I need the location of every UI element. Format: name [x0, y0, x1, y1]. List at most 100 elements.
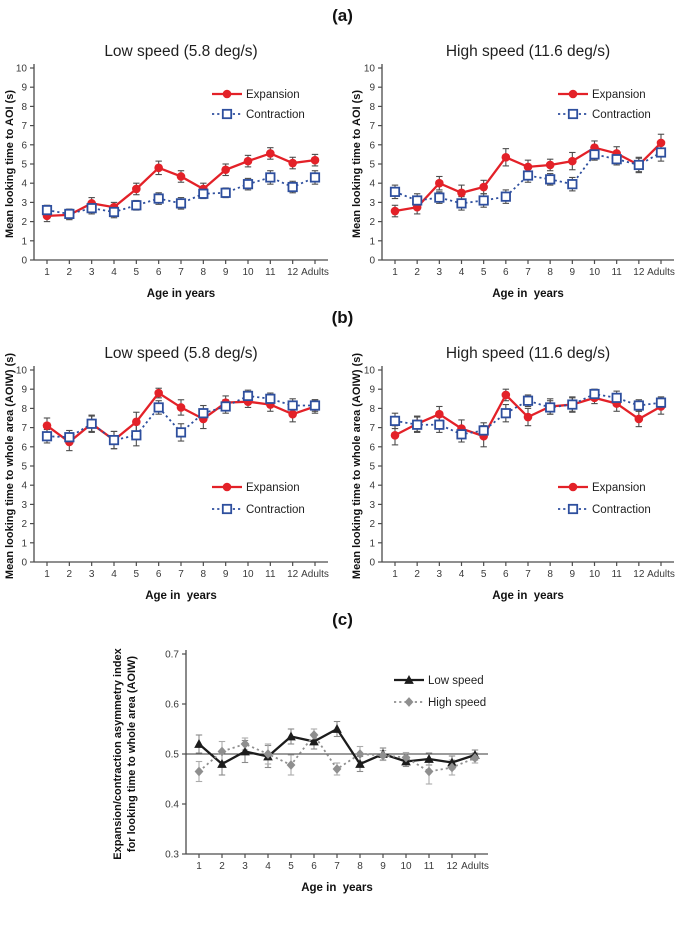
- y-tick-label: 10: [16, 366, 28, 377]
- square-marker: [545, 402, 556, 413]
- chart-title: High speed (11.6 deg/s): [446, 43, 610, 60]
- square-marker: [655, 397, 667, 408]
- diamond-marker: [332, 764, 341, 774]
- triangle-marker: [331, 724, 342, 733]
- square-marker: [500, 191, 511, 202]
- chart-c-asymmetry-index: 0.30.40.50.60.71 2 3 4 5 6 7 8 9 10 11 12 AdultsAge …: [112, 647, 489, 894]
- x-tick-label: 2: [414, 267, 420, 278]
- circle-marker: [154, 388, 163, 398]
- y-axis-label: Expansion/contraction asymmetry index: [112, 647, 124, 859]
- x-tick-label: 8: [357, 861, 363, 872]
- y-tick-label: 10: [364, 366, 376, 377]
- y-tick-label: 0: [21, 256, 27, 267]
- x-tick-label: 4: [111, 267, 117, 278]
- x-tick-label: 6: [503, 267, 509, 278]
- triangle-marker: [239, 746, 250, 756]
- y-tick-label: 5: [369, 462, 375, 473]
- y-tick-label: 2: [21, 519, 27, 530]
- x-tick-label: 10: [400, 861, 412, 872]
- square-marker: [567, 503, 579, 515]
- circle-marker: [501, 152, 511, 162]
- circle-marker: [568, 156, 577, 166]
- y-tick-label: 6: [369, 442, 375, 453]
- legend-label: Contraction: [592, 109, 651, 121]
- circle-marker: [310, 155, 320, 165]
- x-tick-label: 3: [437, 569, 443, 580]
- square-marker: [412, 195, 423, 206]
- x-tick-label: 9: [570, 267, 576, 278]
- diamond-marker: [378, 750, 387, 761]
- circle-marker: [154, 163, 163, 173]
- diamond-marker: [240, 739, 249, 749]
- square-marker: [522, 395, 534, 406]
- square-marker: [265, 172, 276, 183]
- x-tick-label: 6: [156, 267, 162, 278]
- y-tick-label: 5: [21, 462, 27, 473]
- y-tick-label: 8: [21, 404, 27, 415]
- square-marker: [655, 147, 667, 158]
- circle-marker: [390, 430, 400, 440]
- square-marker: [198, 188, 209, 199]
- square-marker: [589, 149, 600, 160]
- y-tick-label: 1: [21, 236, 27, 247]
- circle-marker: [568, 482, 578, 492]
- x-tick-label: 3: [89, 267, 95, 278]
- x-tick-label: 8: [201, 569, 207, 580]
- square-marker: [287, 181, 298, 193]
- y-tick-label: 9: [21, 385, 27, 396]
- square-marker: [456, 198, 467, 209]
- x-tick-label: 7: [525, 267, 531, 278]
- square-marker: [108, 434, 120, 446]
- x-tick-label: Adults: [647, 267, 675, 278]
- triangle-marker: [446, 757, 457, 767]
- y-tick-label: 0.5: [165, 750, 179, 761]
- square-marker: [412, 419, 423, 430]
- diamond-marker: [309, 730, 318, 740]
- x-tick-label: 9: [380, 861, 386, 872]
- y-tick-label: 8: [369, 404, 375, 415]
- x-tick-label: 1: [196, 861, 202, 872]
- x-axis-label: Age in years: [492, 288, 564, 300]
- y-tick-label: 0: [21, 558, 27, 569]
- y-tick-label: 9: [369, 83, 375, 94]
- x-tick-label: 2: [67, 267, 73, 278]
- square-marker: [221, 108, 233, 120]
- x-tick-label: 6: [311, 861, 317, 872]
- square-marker: [220, 401, 231, 412]
- y-tick-label: 4: [21, 179, 27, 190]
- square-marker: [41, 204, 53, 216]
- circle-marker: [288, 409, 297, 419]
- square-marker: [478, 425, 489, 436]
- square-marker: [567, 399, 578, 410]
- chart-title: Low speed (5.8 deg/s): [104, 43, 257, 60]
- circle-marker: [545, 160, 555, 170]
- chart-title: Low speed (5.8 deg/s): [104, 345, 257, 362]
- circle-marker: [479, 182, 488, 192]
- x-tick-label: 5: [288, 861, 294, 872]
- y-tick-label: 9: [21, 83, 27, 94]
- x-tick-label: 9: [223, 267, 229, 278]
- x-tick-label: 1: [392, 569, 398, 580]
- square-marker: [131, 430, 142, 441]
- triangle-marker: [308, 736, 319, 746]
- x-axis-label: Age in years: [301, 882, 373, 894]
- square-marker: [153, 402, 164, 413]
- circle-marker: [176, 172, 186, 181]
- panel-a-label: (a): [332, 6, 353, 25]
- circle-marker: [221, 165, 230, 175]
- diamond-marker: [286, 760, 295, 770]
- legend-label: Contraction: [246, 109, 305, 121]
- x-tick-label: 5: [481, 267, 487, 278]
- y-tick-label: 6: [21, 442, 27, 453]
- y-tick-label: 8: [21, 102, 27, 113]
- circle-marker: [132, 184, 141, 194]
- circle-marker: [243, 156, 253, 166]
- x-tick-label: 11: [423, 861, 434, 872]
- x-axis-label: Age in years: [145, 590, 217, 602]
- x-tick-label: 10: [589, 569, 601, 580]
- y-tick-label: 3: [21, 198, 27, 209]
- square-marker: [41, 431, 53, 442]
- x-tick-label: 4: [265, 861, 271, 872]
- y-axis-label: for looking time to whole area (AOIW): [126, 656, 138, 853]
- y-tick-label: 3: [369, 500, 375, 511]
